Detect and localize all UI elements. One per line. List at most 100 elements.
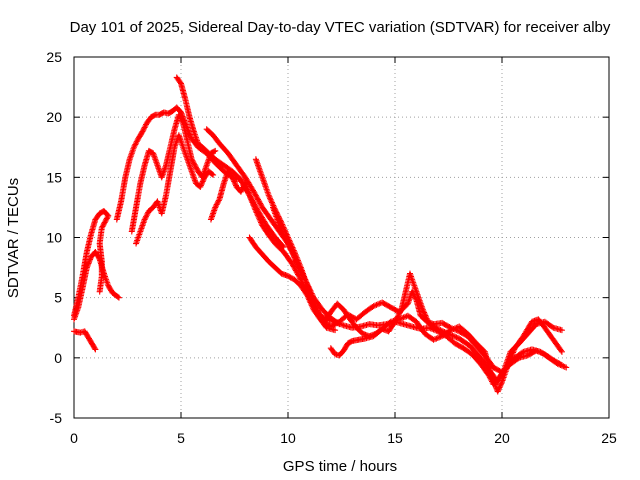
data-point (248, 196, 255, 203)
data-point (558, 327, 565, 334)
data-point (282, 235, 289, 242)
data-point (436, 334, 443, 341)
data-point (104, 214, 111, 221)
data-point (292, 256, 299, 263)
data-point (250, 188, 257, 195)
data-point (267, 196, 274, 203)
data-point (247, 195, 254, 202)
data-point (237, 176, 244, 183)
data-point (251, 190, 258, 197)
data-point (140, 125, 147, 132)
data-point (421, 309, 428, 316)
data-point (213, 201, 220, 208)
data-point (491, 381, 498, 388)
data-point (211, 148, 218, 155)
data-point (506, 359, 513, 366)
data-point (197, 182, 204, 189)
data-point (254, 210, 261, 217)
data-point (434, 334, 441, 341)
data-point (386, 319, 393, 326)
data-point (314, 307, 321, 314)
data-point (192, 162, 199, 169)
data-point (231, 178, 238, 185)
data-point (295, 263, 302, 270)
data-point (497, 383, 504, 390)
series-track-c (71, 208, 112, 319)
y-tick-label: 0 (54, 350, 62, 366)
data-point (177, 114, 184, 121)
data-point (178, 117, 185, 124)
data-point (283, 238, 290, 245)
data-point (268, 198, 275, 205)
data-point (423, 313, 430, 320)
data-point (491, 379, 498, 386)
data-point (255, 213, 262, 220)
data-point (449, 326, 456, 333)
data-point (373, 301, 380, 308)
data-point (131, 142, 138, 149)
data-point (179, 118, 186, 125)
data-point (254, 195, 261, 202)
data-point (229, 174, 236, 181)
data-point (536, 348, 543, 355)
data-point (140, 127, 147, 134)
data-point (214, 200, 221, 207)
data-point (279, 228, 286, 235)
x-axis-label: GPS time / hours (283, 458, 397, 475)
data-point (199, 179, 206, 186)
data-point (288, 247, 295, 254)
data-point (91, 345, 98, 352)
data-point (433, 335, 440, 342)
data-point (101, 219, 108, 226)
data-point (277, 223, 284, 230)
data-point (143, 212, 150, 219)
data-point (176, 113, 183, 120)
y-tick-label: 20 (46, 109, 62, 125)
data-point (286, 243, 293, 250)
y-tick-label: 10 (46, 230, 62, 246)
data-point (514, 355, 521, 362)
data-point (292, 257, 299, 264)
data-point (238, 187, 245, 194)
data-point (299, 272, 306, 279)
data-point (255, 197, 262, 204)
data-point (280, 231, 287, 238)
data-point (434, 325, 441, 332)
data-point (193, 165, 200, 172)
data-point (490, 378, 497, 385)
data-point (450, 325, 457, 332)
data-point (436, 326, 443, 333)
data-point (143, 213, 150, 220)
data-point (287, 246, 294, 253)
data-point (96, 288, 103, 295)
data-point (197, 183, 204, 190)
data-point (507, 355, 514, 362)
data-point (496, 384, 503, 391)
data-point (309, 297, 316, 304)
data-point (229, 175, 236, 182)
data-point (253, 209, 260, 216)
data-point (138, 129, 145, 136)
data-point (433, 325, 440, 332)
series-track-m (327, 312, 565, 395)
data-point (212, 204, 219, 211)
data-point (488, 372, 495, 379)
data-point (257, 218, 264, 225)
data-point (133, 138, 140, 145)
data-point (268, 199, 275, 206)
data-point (293, 260, 300, 267)
data-point (372, 302, 379, 309)
data-point (289, 250, 296, 257)
data-point (507, 356, 514, 363)
data-point (424, 316, 431, 323)
data-point (256, 199, 263, 206)
x-tick-label: 0 (70, 430, 78, 446)
data-point (510, 348, 517, 355)
data-point (505, 360, 512, 367)
x-tick-label: 5 (177, 430, 185, 446)
y-tick-label: 25 (46, 49, 62, 65)
data-point (231, 179, 238, 186)
data-point (451, 325, 458, 332)
data-point (308, 294, 315, 301)
data-point (256, 215, 263, 222)
